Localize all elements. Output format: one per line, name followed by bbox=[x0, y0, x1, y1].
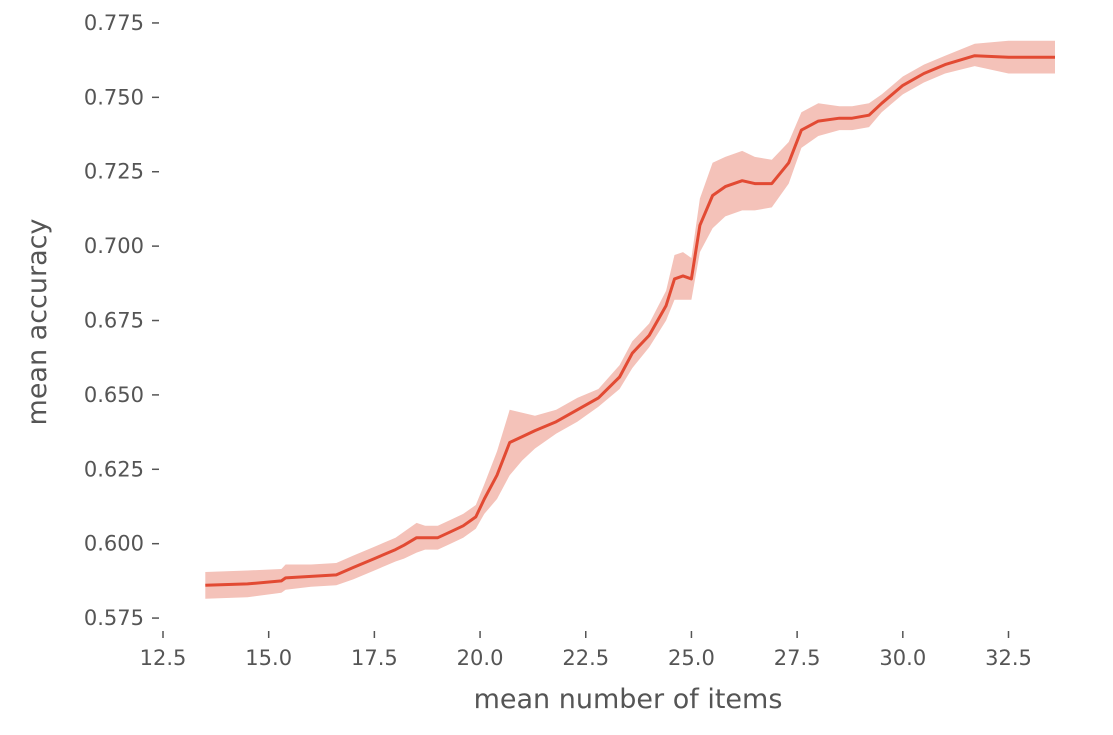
y-tick-label: 0.775 bbox=[84, 11, 144, 35]
x-tick-label: 22.5 bbox=[562, 646, 609, 670]
y-tick-label: 0.700 bbox=[84, 234, 144, 258]
y-axis-label: mean accuracy bbox=[22, 219, 53, 426]
y-tick-label: 0.675 bbox=[84, 309, 144, 333]
x-axis-label: mean number of items bbox=[474, 684, 783, 715]
confidence-band-0 bbox=[205, 40, 1056, 599]
y-tick-label: 0.625 bbox=[84, 457, 144, 481]
x-tick-label: 15.0 bbox=[245, 646, 292, 670]
y-tick-label: 0.725 bbox=[84, 160, 144, 184]
y-axis: 0.575 0.600 0.625 0.650 0.675 0.700 0.725 0.750… bbox=[84, 11, 159, 630]
x-tick-label: 12.5 bbox=[140, 646, 187, 670]
series-line-0 bbox=[205, 54, 1055, 587]
x-tick-label: 25.0 bbox=[668, 646, 715, 670]
x-tick-label: 27.5 bbox=[774, 646, 821, 670]
x-axis: 12.5 15.0 17.5 20.0 22.5 25.0 27.5 30.0 32.5 bbox=[140, 631, 1032, 670]
confidence-band-layer bbox=[205, 40, 1056, 599]
y-tick-label: 0.650 bbox=[84, 383, 144, 407]
x-tick-label: 32.5 bbox=[985, 646, 1032, 670]
series-line-layer bbox=[205, 54, 1055, 587]
y-tick-label: 0.575 bbox=[84, 606, 144, 630]
y-tick-label: 0.600 bbox=[84, 532, 144, 556]
x-tick-label: 30.0 bbox=[879, 646, 926, 670]
x-tick-label: 20.0 bbox=[457, 646, 504, 670]
x-tick-label: 17.5 bbox=[351, 646, 398, 670]
y-tick-label: 0.750 bbox=[84, 85, 144, 109]
